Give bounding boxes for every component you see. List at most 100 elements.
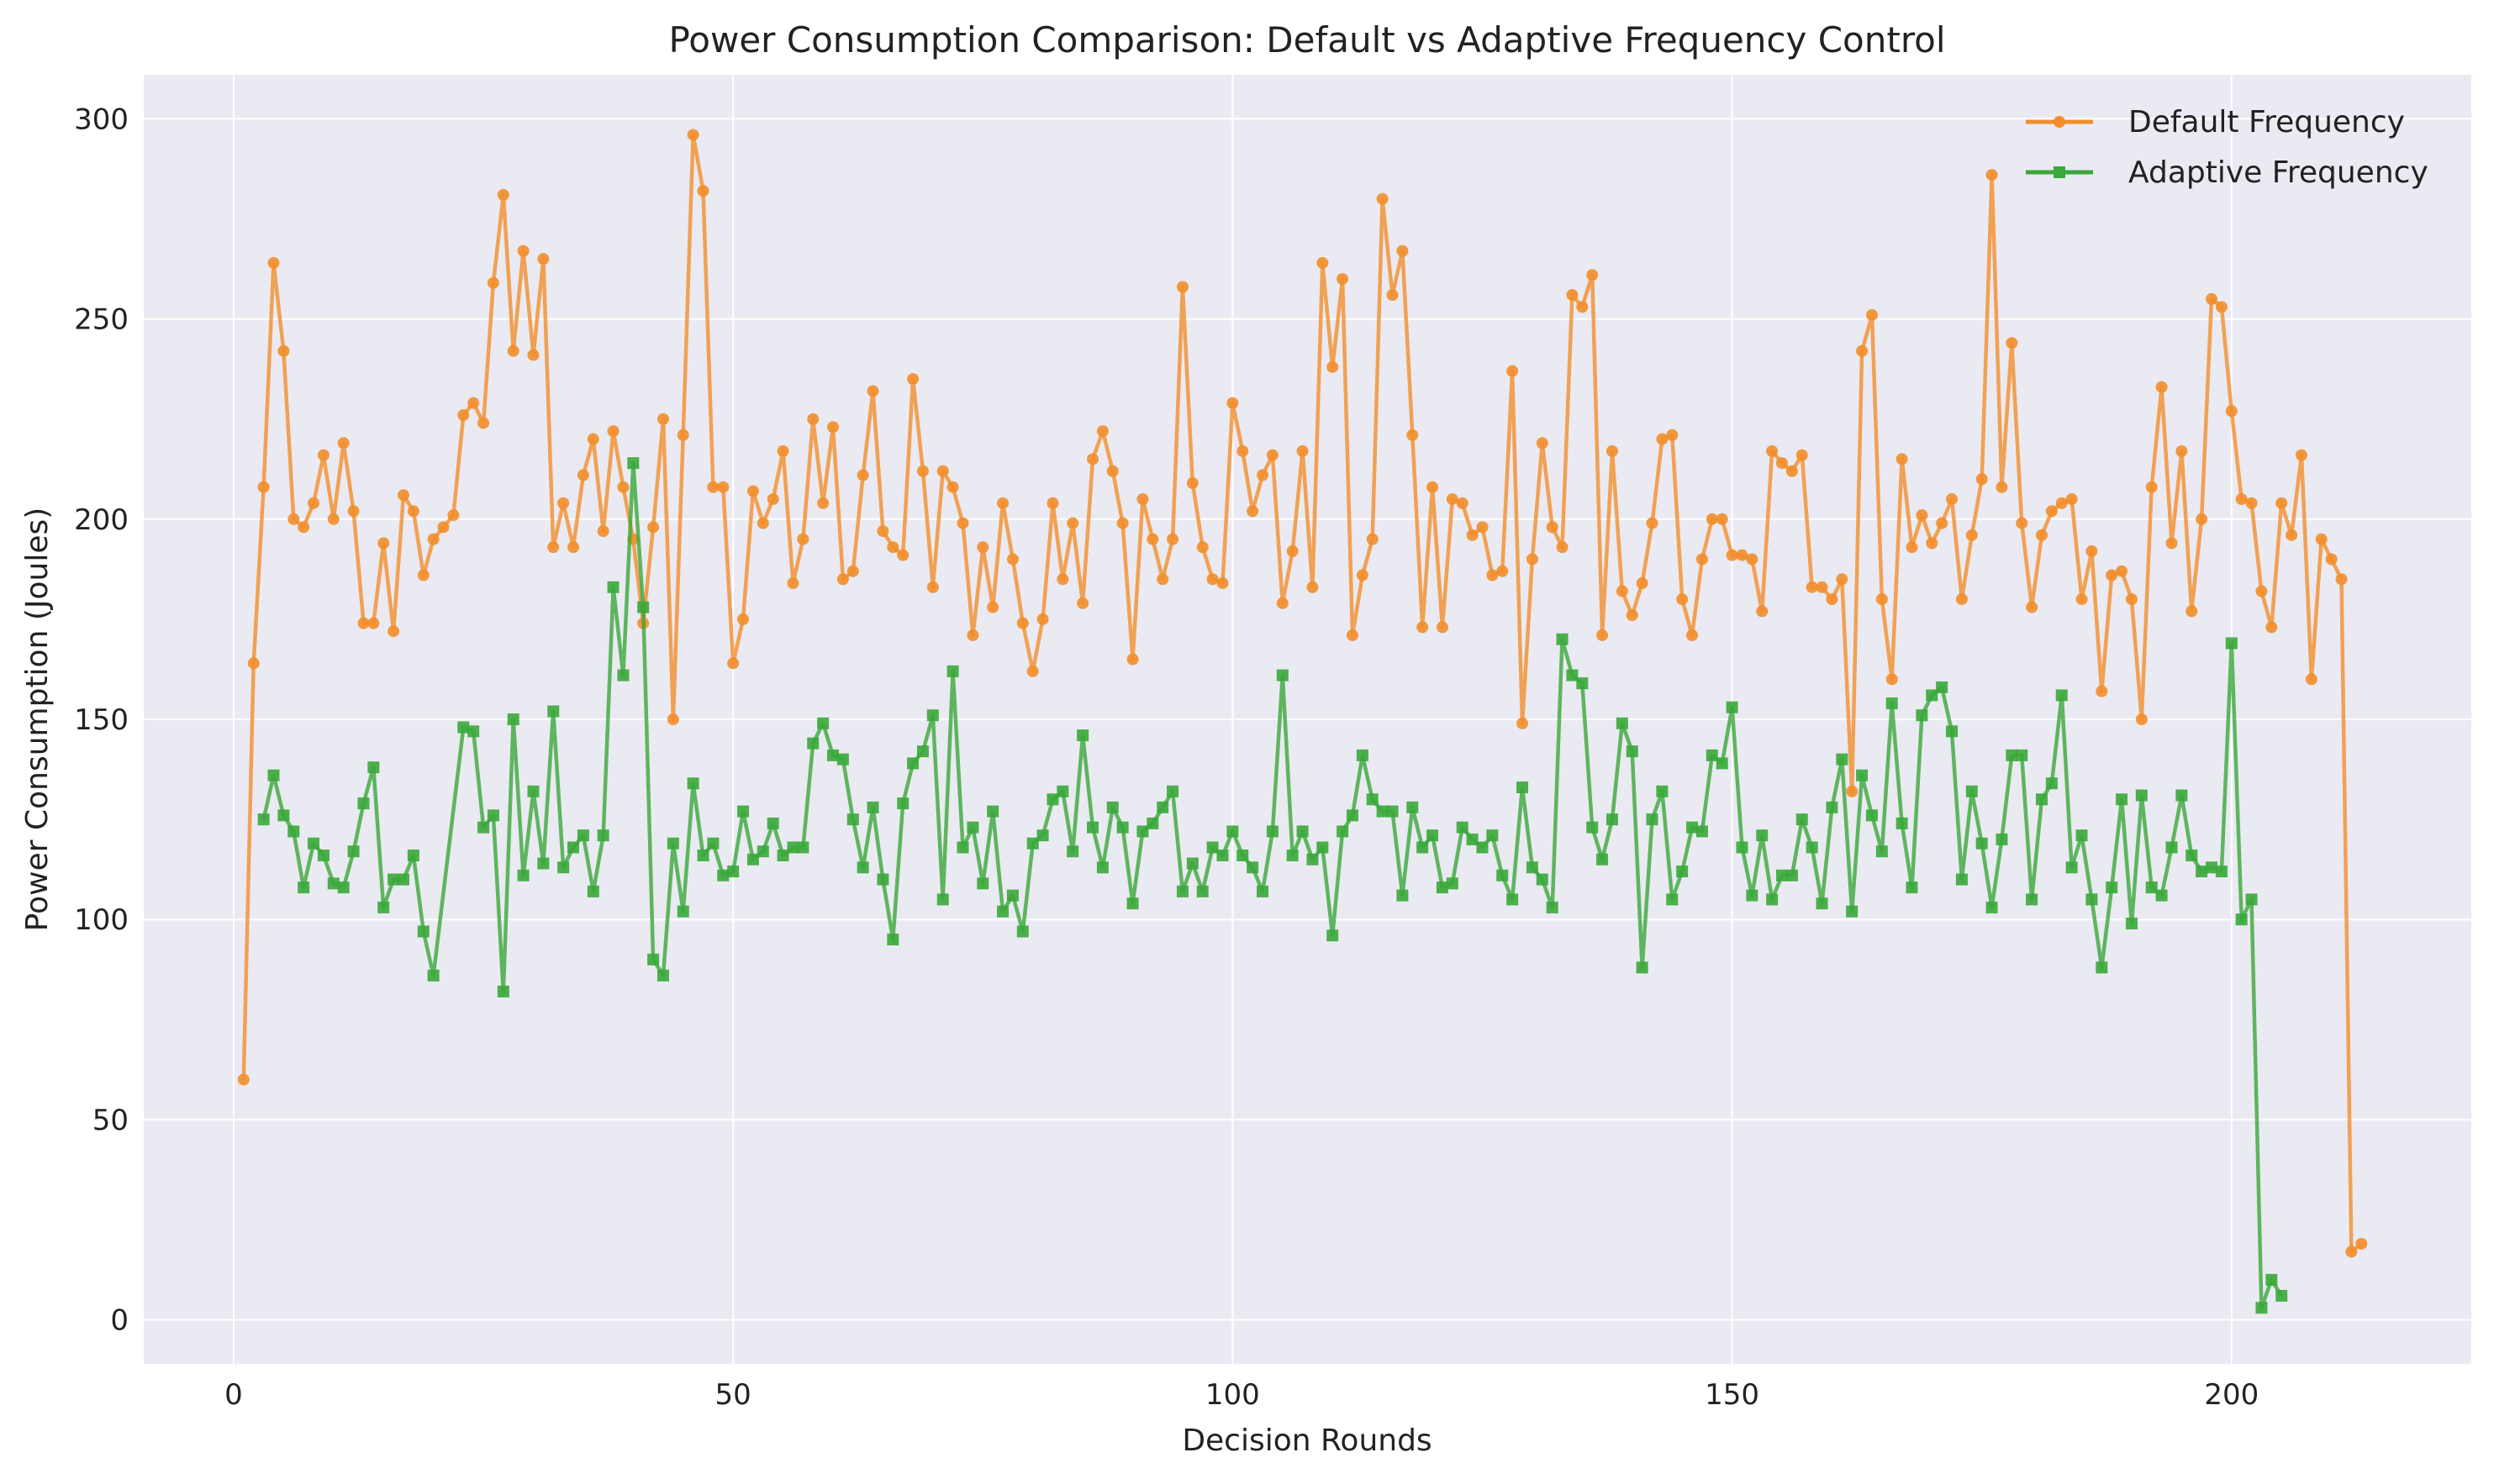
default-frequency-point bbox=[1036, 613, 1049, 625]
adaptive-frequency-point bbox=[2055, 689, 2068, 702]
adaptive-frequency-point bbox=[677, 905, 689, 918]
default-frequency-point bbox=[2295, 449, 2307, 461]
default-frequency-point bbox=[1276, 597, 1289, 609]
y-tick-label: 100 bbox=[74, 903, 129, 937]
adaptive-frequency-point bbox=[2255, 1302, 2268, 1314]
default-frequency-point bbox=[1106, 465, 1119, 477]
adaptive-frequency-point bbox=[587, 885, 599, 897]
adaptive-frequency-point bbox=[1506, 893, 1519, 906]
default-frequency-point bbox=[767, 492, 779, 505]
adaptive-frequency-point bbox=[367, 761, 380, 774]
default-frequency-point bbox=[2355, 1238, 2368, 1250]
default-frequency-point bbox=[1626, 609, 1638, 622]
default-frequency-point bbox=[737, 613, 750, 625]
adaptive-frequency-point bbox=[517, 869, 530, 881]
adaptive-frequency-point bbox=[2145, 881, 2158, 894]
adaptive-frequency-point bbox=[1456, 821, 1468, 834]
adaptive-frequency-point bbox=[717, 869, 730, 881]
adaptive-frequency-point bbox=[1965, 785, 1978, 797]
y-tick-label: 0 bbox=[110, 1304, 129, 1338]
default-frequency-point bbox=[1157, 573, 1169, 586]
adaptive-frequency-point bbox=[1985, 901, 1998, 913]
adaptive-frequency-point bbox=[887, 934, 899, 946]
adaptive-frequency-point bbox=[2016, 749, 2028, 761]
adaptive-frequency-point bbox=[787, 841, 799, 854]
adaptive-frequency-point bbox=[767, 817, 779, 829]
default-frequency-point bbox=[487, 276, 499, 289]
legend: Default Frequency Adaptive Frequency bbox=[2026, 105, 2428, 190]
adaptive-frequency-point bbox=[1026, 837, 1039, 850]
default-frequency-point bbox=[2265, 621, 2278, 634]
adaptive-frequency-point bbox=[846, 813, 859, 826]
adaptive-frequency-point bbox=[1946, 725, 1959, 738]
adaptive-frequency-point bbox=[487, 809, 499, 822]
adaptive-frequency-point bbox=[1656, 785, 1669, 797]
adaptive-frequency-point bbox=[1706, 749, 1718, 761]
default-frequency-point bbox=[1566, 289, 1579, 302]
default-frequency-point bbox=[1466, 529, 1479, 541]
adaptive-frequency-point bbox=[2215, 866, 2228, 878]
default-frequency-point bbox=[597, 525, 609, 538]
default-frequency-point bbox=[477, 417, 490, 429]
default-frequency-point bbox=[1936, 517, 1948, 529]
adaptive-frequency-point bbox=[1546, 901, 1558, 913]
default-frequency-point bbox=[1636, 577, 1648, 590]
default-frequency-point bbox=[1196, 541, 1209, 554]
adaptive-frequency-point bbox=[2075, 829, 2088, 842]
default-frequency-point bbox=[1926, 537, 1938, 550]
default-frequency-point bbox=[1406, 429, 1419, 441]
adaptive-frequency-point bbox=[1077, 729, 1089, 742]
default-frequency-point bbox=[1885, 673, 1898, 686]
adaptive-frequency-point bbox=[687, 777, 699, 790]
adaptive-frequency-point bbox=[1446, 877, 1458, 890]
adaptive-frequency-point bbox=[1346, 809, 1358, 822]
adaptive-frequency-point bbox=[2026, 893, 2038, 906]
y-tick-label: 50 bbox=[92, 1103, 129, 1137]
default-frequency-point bbox=[1836, 573, 1848, 586]
default-frequency-point bbox=[1985, 169, 1998, 182]
adaptive-frequency-point bbox=[537, 857, 550, 870]
adaptive-frequency-point bbox=[1865, 809, 1878, 822]
default-frequency-point bbox=[797, 533, 809, 545]
default-frequency-point bbox=[1536, 437, 1548, 450]
x-tick-label: 50 bbox=[715, 1378, 751, 1412]
default-frequency-point bbox=[1506, 365, 1519, 377]
adaptive-frequency-point bbox=[2225, 637, 2238, 650]
adaptive-frequency-point bbox=[1875, 845, 1888, 858]
adaptive-frequency-point bbox=[2175, 789, 2188, 802]
default-frequency-point bbox=[1306, 581, 1319, 593]
default-frequency-point bbox=[547, 541, 560, 554]
default-frequency-point bbox=[1186, 476, 1199, 489]
default-frequency-point bbox=[677, 429, 689, 441]
default-frequency-point bbox=[287, 513, 300, 525]
default-frequency-point bbox=[1416, 621, 1429, 634]
adaptive-frequency-point bbox=[547, 705, 560, 718]
x-tick-label: 0 bbox=[224, 1378, 243, 1412]
adaptive-frequency-point bbox=[926, 709, 939, 722]
default-frequency-point bbox=[1446, 492, 1458, 505]
default-frequency-series bbox=[237, 129, 2368, 1258]
default-frequency-point bbox=[567, 541, 580, 554]
adaptive-frequency-point bbox=[797, 841, 809, 854]
adaptive-frequency-point bbox=[936, 893, 949, 906]
adaptive-frequency-point bbox=[1266, 825, 1279, 838]
default-frequency-point bbox=[1456, 497, 1468, 509]
adaptive-frequency-point bbox=[1337, 825, 1349, 838]
adaptive-frequency-point bbox=[1926, 689, 1938, 702]
adaptive-frequency-point bbox=[1296, 825, 1309, 838]
adaptive-frequency-point bbox=[1736, 841, 1748, 854]
adaptive-frequency-point bbox=[298, 881, 310, 894]
adaptive-frequency-point bbox=[817, 717, 830, 729]
default-frequency-point bbox=[946, 481, 959, 493]
chart-title: Power Consumption Comparison: Default vs… bbox=[668, 19, 1945, 61]
adaptive-frequency-point bbox=[1216, 849, 1229, 861]
adaptive-frequency-point bbox=[1006, 889, 1019, 902]
adaptive-frequency-point bbox=[1746, 889, 1758, 902]
default-frequency-point bbox=[497, 188, 509, 201]
default-frequency-point bbox=[447, 509, 460, 522]
default-frequency-point bbox=[697, 185, 709, 197]
default-frequency-point bbox=[417, 569, 430, 581]
default-frequency-point bbox=[2135, 713, 2148, 725]
default-frequency-point bbox=[2206, 292, 2218, 305]
adaptive-frequency-point bbox=[1856, 769, 1869, 781]
